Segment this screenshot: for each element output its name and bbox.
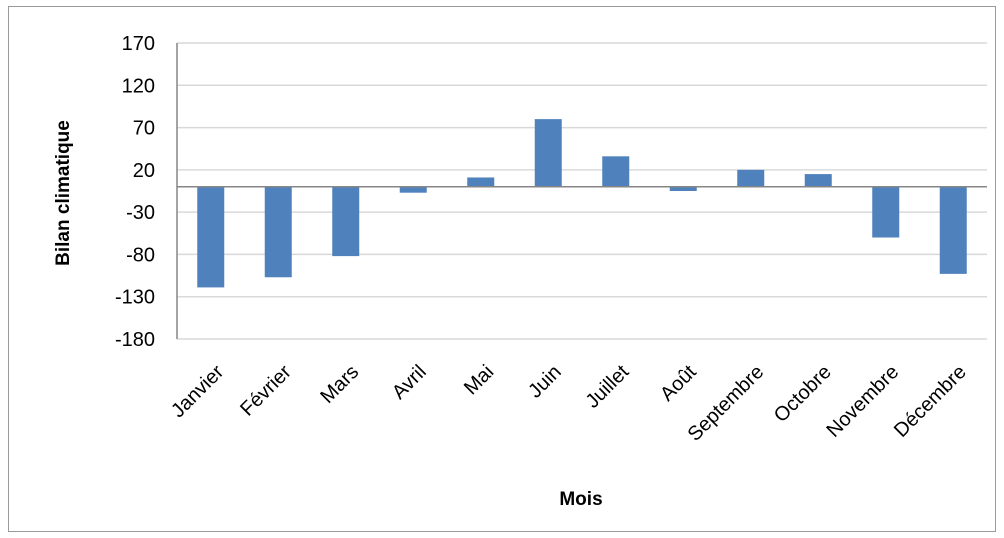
bar-chart: 170 120 70 20 -30 -80 -130 -180 Janvier Février M… [53,33,987,510]
gridlines [177,42,987,340]
x-tick-label: Février [236,361,296,421]
x-tick-label: Mars [316,361,363,408]
y-tick-label: -130 [115,287,155,309]
x-tick-labels: Janvier Février Mars Avril Mai Juin Juillet Aoû… [167,361,971,446]
bar-août [669,186,697,191]
bar-mars [332,186,360,257]
y-tick-labels: 170 120 70 20 -30 -80 -130 -180 [115,33,155,351]
x-tick-label: Janvier [167,361,228,422]
x-tick-label: Juillet [582,361,634,413]
bar-juillet [602,156,630,187]
y-tick-label: 170 [122,33,155,55]
bar-octobre [804,174,832,187]
x-tick-label: Août [656,361,701,406]
bar-février [264,186,292,278]
bar-septembre [737,169,765,187]
bar-mai [467,177,495,187]
x-tick-label: Mai [460,361,498,399]
y-tick-label: 120 [122,75,155,97]
x-axis-title: Mois [559,489,602,510]
axes [176,43,987,339]
bar-janvier [197,186,225,288]
y-tick-label: -30 [126,202,155,224]
bar-novembre [872,186,900,238]
x-tick-label: Octobre [770,361,836,427]
bar-juin [534,119,562,187]
x-tick-label: Novembre [822,361,903,442]
y-tick-label: 20 [133,160,155,182]
y-axis-title: Bilan climatique [53,120,74,266]
x-tick-label: Avril [388,361,431,404]
y-tick-label: -80 [126,244,155,266]
y-tick-label: -180 [115,329,155,351]
bars [197,119,967,288]
chart-frame: 170 120 70 20 -30 -80 -130 -180 Janvier Février M… [8,6,996,532]
bar-décembre [939,186,967,274]
x-tick-label: Juin [524,361,566,403]
x-tick-label: Décembre [890,361,971,442]
bar-avril [399,186,427,193]
y-tick-label: 70 [133,118,155,140]
